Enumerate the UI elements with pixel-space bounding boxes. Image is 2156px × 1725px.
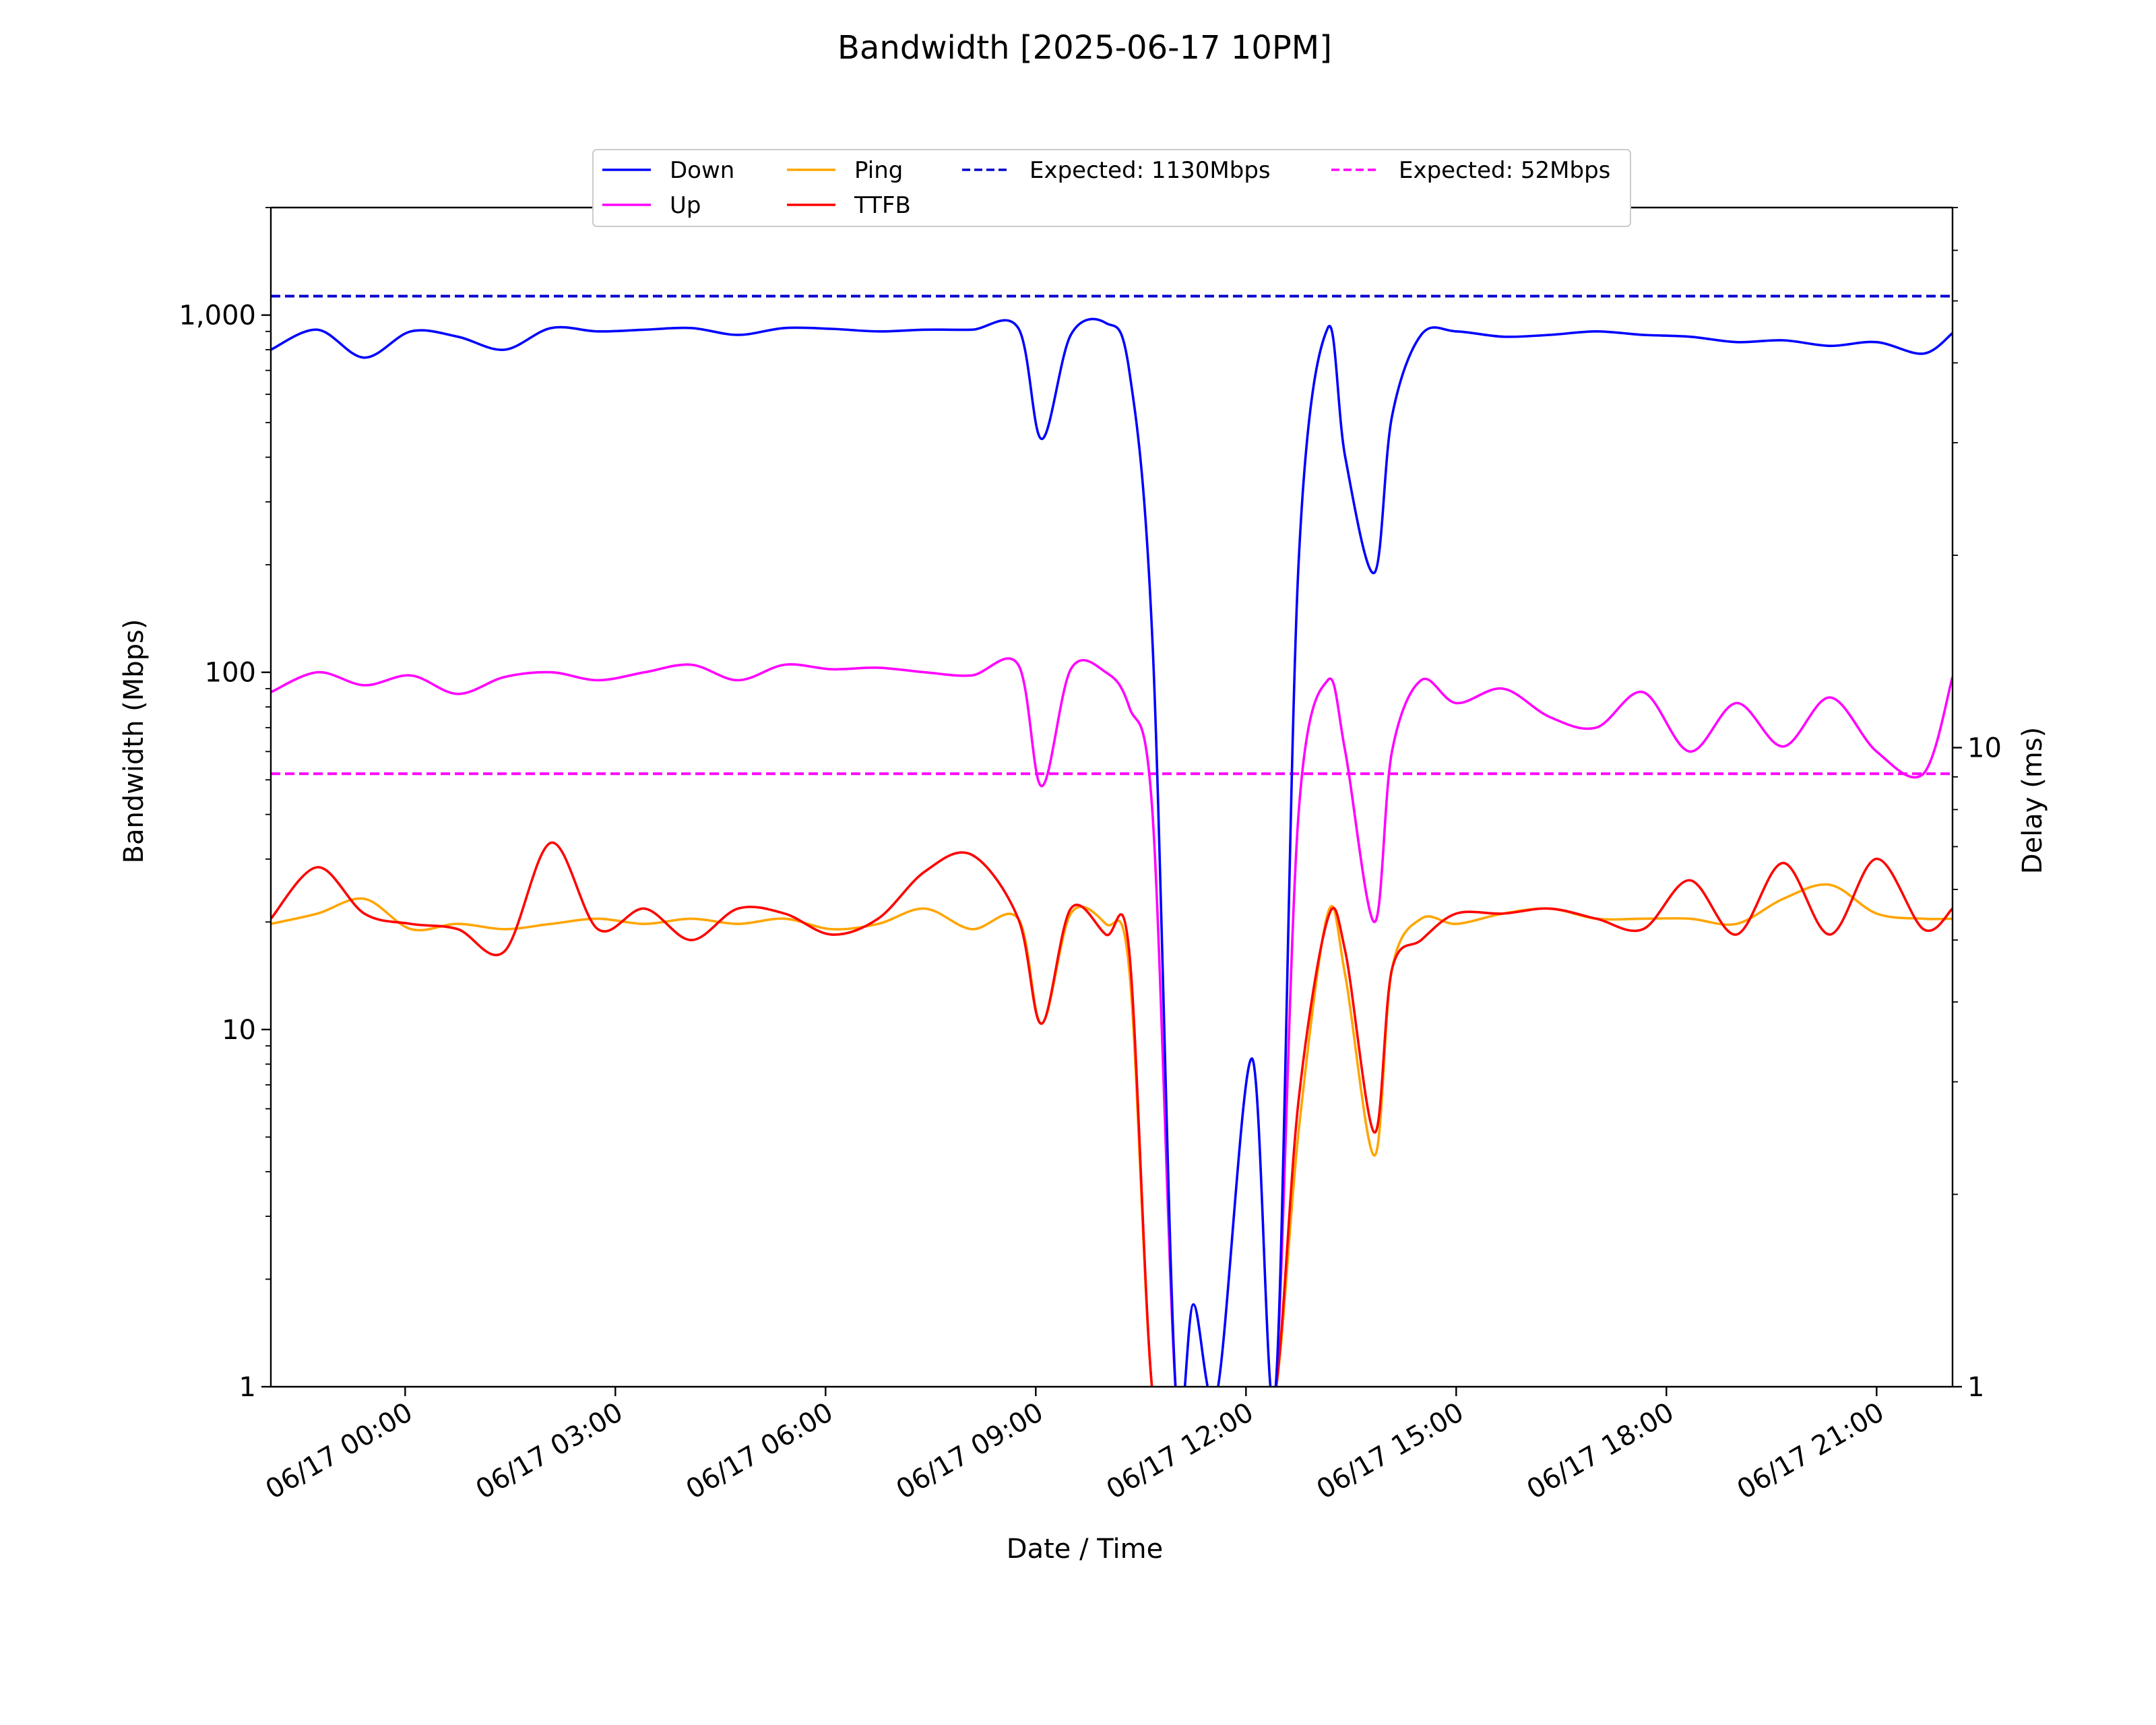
series-line-down xyxy=(271,317,1953,1387)
y-tick-label: 10 xyxy=(222,1015,256,1046)
series-layer xyxy=(271,294,1953,1387)
legend-label: Up xyxy=(670,192,701,219)
series-line-ttfb xyxy=(271,841,1953,1387)
legend-label: TTFB xyxy=(854,192,911,219)
y2-tick-label: 10 xyxy=(1967,733,2002,764)
y-tick-label: 1,000 xyxy=(179,301,256,332)
y-tick-label: 100 xyxy=(205,658,256,689)
y2-tick-label: 1 xyxy=(1967,1372,1984,1403)
y-tick-label: 1 xyxy=(239,1372,256,1403)
legend-label: Down xyxy=(670,157,734,184)
y-axis-label-right: Delay (ms) xyxy=(2017,727,2048,874)
y-axis-label-left: Bandwidth (Mbps) xyxy=(119,619,150,863)
chart-title: Bandwidth [2025-06-17 10PM] xyxy=(837,29,1332,67)
series-line-up xyxy=(271,657,1953,1387)
x-axis-label: Date / Time xyxy=(1007,1534,1163,1565)
legend-label: Expected: 1130Mbps xyxy=(1029,157,1271,184)
legend-label: Ping xyxy=(854,157,903,184)
legend-label: Expected: 52Mbps xyxy=(1399,157,1610,184)
legend: Down Up Ping TTFB Expected: 1130Mbps Expected… xyxy=(592,149,1631,227)
